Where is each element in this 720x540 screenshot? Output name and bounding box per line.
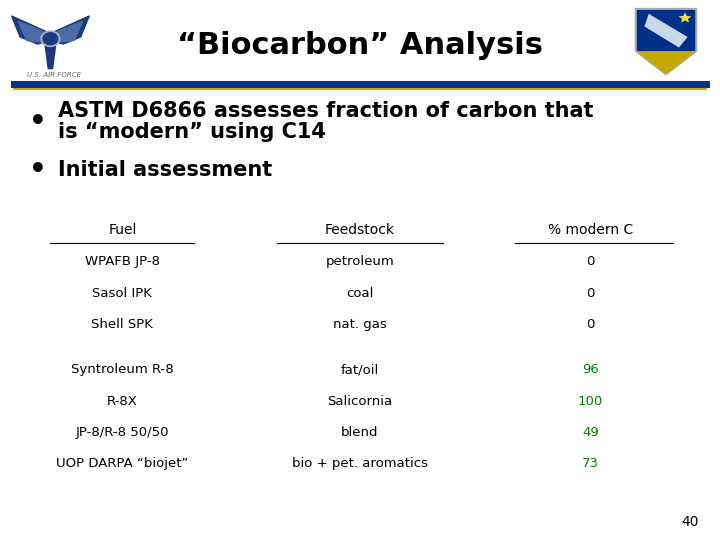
Text: JP-8/R-8 50/50: JP-8/R-8 50/50 <box>76 426 169 439</box>
Text: 0: 0 <box>586 255 595 268</box>
Text: blend: blend <box>341 426 379 439</box>
Text: 0: 0 <box>586 318 595 331</box>
Text: % modern C: % modern C <box>548 222 633 237</box>
Text: 96: 96 <box>582 363 599 376</box>
Text: nat. gas: nat. gas <box>333 318 387 331</box>
Polygon shape <box>45 46 55 69</box>
Polygon shape <box>18 21 48 42</box>
Text: 100: 100 <box>577 395 603 408</box>
Text: 49: 49 <box>582 426 599 439</box>
Text: R-8X: R-8X <box>107 395 138 408</box>
Text: is “modern” using C14: is “modern” using C14 <box>58 122 325 143</box>
Text: “Biocarbon” Analysis: “Biocarbon” Analysis <box>177 31 543 60</box>
Polygon shape <box>50 16 89 44</box>
Text: ASTM D6866 assesses fraction of carbon that: ASTM D6866 assesses fraction of carbon t… <box>58 100 593 121</box>
Text: Feedstock: Feedstock <box>325 222 395 237</box>
Text: Sasol IPK: Sasol IPK <box>92 287 153 300</box>
Polygon shape <box>644 14 688 48</box>
Text: 0: 0 <box>586 287 595 300</box>
Text: coal: coal <box>346 287 374 300</box>
Text: Fuel: Fuel <box>108 222 137 237</box>
Polygon shape <box>53 21 83 42</box>
Text: 73: 73 <box>582 457 599 470</box>
Text: WPAFB JP-8: WPAFB JP-8 <box>85 255 160 268</box>
Text: fat/oil: fat/oil <box>341 363 379 376</box>
Polygon shape <box>636 51 696 74</box>
Text: Salicornia: Salicornia <box>328 395 392 408</box>
Text: Syntroleum R-8: Syntroleum R-8 <box>71 363 174 376</box>
Circle shape <box>43 33 58 45</box>
Polygon shape <box>678 12 692 23</box>
Text: petroleum: petroleum <box>325 255 395 268</box>
Text: Shell SPK: Shell SPK <box>91 318 153 331</box>
Polygon shape <box>12 16 50 44</box>
Text: UOP DARPA “biojet”: UOP DARPA “biojet” <box>56 457 189 470</box>
Text: •: • <box>29 156 47 184</box>
Text: U.S. AIR FORCE: U.S. AIR FORCE <box>27 71 81 78</box>
Text: •: • <box>29 107 47 136</box>
Polygon shape <box>636 9 696 74</box>
Text: 40: 40 <box>681 515 698 529</box>
Text: bio + pet. aromatics: bio + pet. aromatics <box>292 457 428 470</box>
Circle shape <box>41 31 60 46</box>
Text: Initial assessment: Initial assessment <box>58 160 272 180</box>
